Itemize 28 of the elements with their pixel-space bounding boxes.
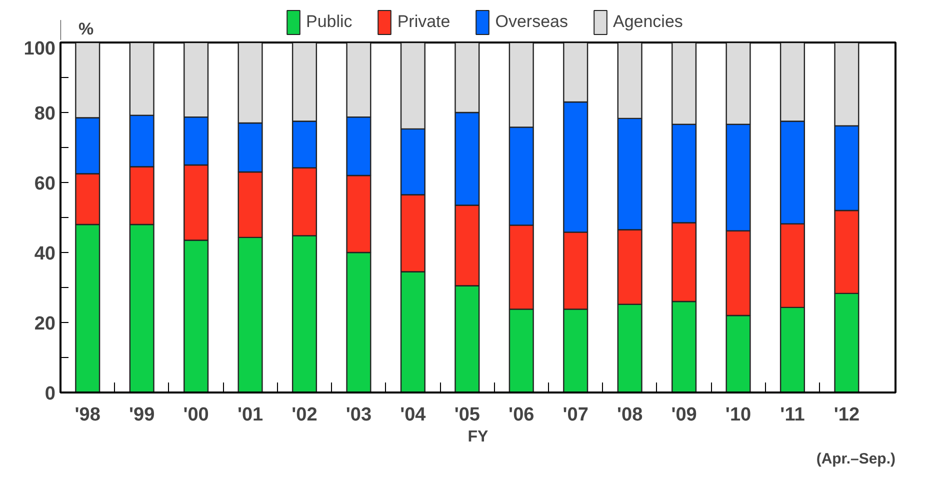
x-tick-label: '00 bbox=[183, 404, 209, 426]
legend-label: Agencies bbox=[612, 12, 683, 32]
x-tick-label: '10 bbox=[725, 404, 752, 426]
legend-label: Overseas bbox=[495, 12, 568, 32]
y-tick-label: 20 bbox=[34, 314, 56, 334]
x-tick-label: '08 bbox=[616, 404, 643, 426]
y-tick-label: 40 bbox=[34, 244, 56, 264]
legend-label: Public bbox=[306, 12, 352, 32]
legend-label: Private bbox=[397, 12, 450, 32]
x-tick-label: '02 bbox=[292, 404, 318, 426]
x-tick-label: '04 bbox=[400, 404, 426, 426]
y-tick-label: 100 bbox=[24, 38, 56, 60]
x-tick-label: '11 bbox=[780, 404, 806, 426]
x-tick-label: '98 bbox=[74, 404, 100, 426]
y-tick-label: 80 bbox=[34, 104, 56, 124]
x-tick-label: '07 bbox=[562, 404, 588, 426]
x-tick-label: '09 bbox=[671, 404, 697, 426]
y-tick-label: 0 bbox=[44, 384, 56, 404]
y-tick-label: 60 bbox=[34, 174, 56, 194]
x-axis-title: FY bbox=[468, 428, 489, 446]
x-tick-label: '99 bbox=[129, 404, 155, 426]
y-axis-title: % bbox=[78, 20, 94, 38]
x-tick-label: '12 bbox=[834, 404, 860, 426]
x-tick-label: '03 bbox=[346, 404, 372, 426]
x-tick-label: '01 bbox=[237, 404, 264, 426]
text: (Apr.–Sep.) bbox=[816, 450, 896, 468]
x-tick-label: '06 bbox=[508, 404, 534, 426]
x-tick-label: '05 bbox=[454, 404, 480, 426]
